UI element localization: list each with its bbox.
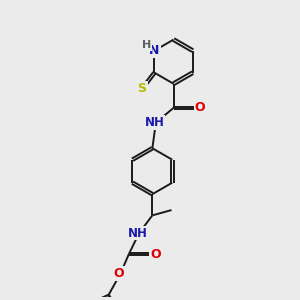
Text: O: O <box>114 267 124 280</box>
Text: H: H <box>142 40 151 50</box>
Text: S: S <box>138 82 147 95</box>
Text: N: N <box>149 44 160 57</box>
Text: O: O <box>195 101 206 114</box>
Text: NH: NH <box>128 226 148 239</box>
Text: NH: NH <box>145 116 164 129</box>
Text: O: O <box>150 248 160 261</box>
